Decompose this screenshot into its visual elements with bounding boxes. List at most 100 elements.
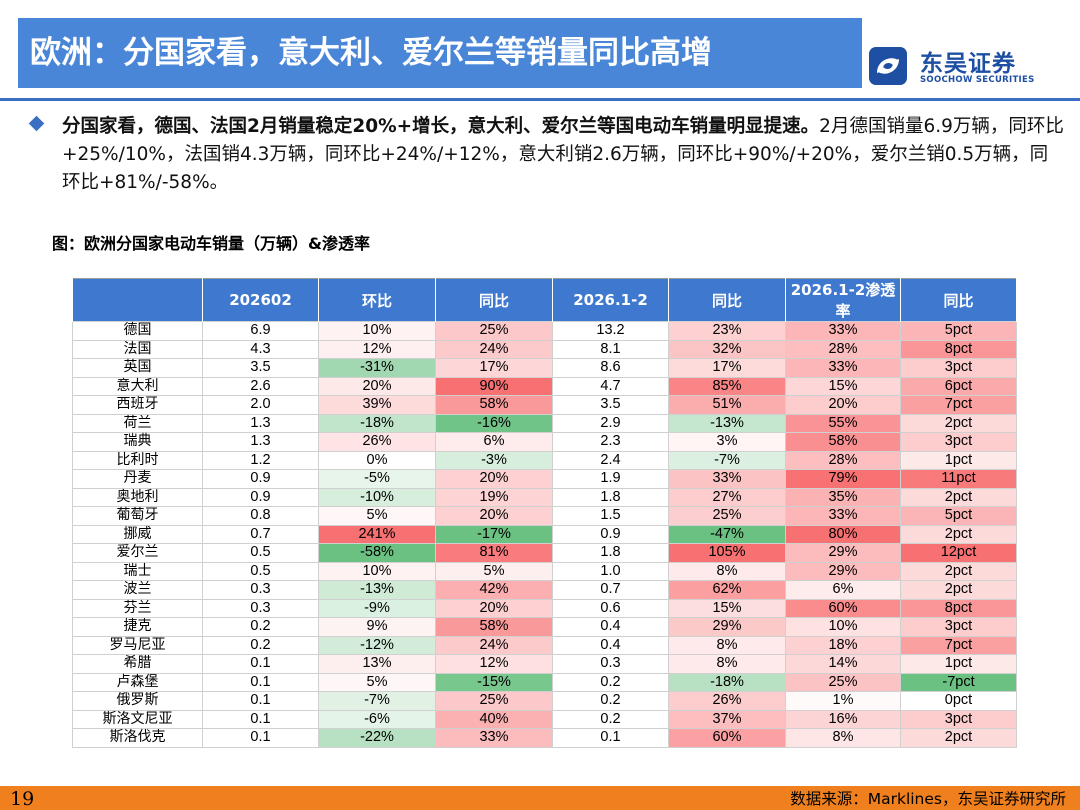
- cell-sales: 0.1: [202, 709, 319, 729]
- cell-ytd: 8.6: [552, 358, 669, 378]
- cell-country: 奥地利: [72, 487, 203, 507]
- cell-penetration: 25%: [785, 672, 901, 692]
- cell-ytd-yoy: 25%: [668, 506, 786, 526]
- cell-country: 捷克: [72, 617, 203, 637]
- cell-penetration: 55%: [785, 413, 901, 433]
- cell-penetration: 14%: [785, 654, 901, 674]
- cell-mom: -6%: [318, 709, 436, 729]
- cell-sales: 0.2: [202, 617, 319, 637]
- table-row: 卢森堡 0.1 5% -15% 0.2 -18% 25% -7pct: [72, 672, 1017, 692]
- table-row: 法国 4.3 12% 24% 8.1 32% 28% 8pct: [72, 339, 1017, 359]
- cell-penetration-yoy: 7pct: [900, 635, 1017, 655]
- cell-mom: 26%: [318, 432, 436, 452]
- cell-mom: 10%: [318, 321, 436, 341]
- cell-sales: 2.0: [202, 395, 319, 415]
- cell-mom: 241%: [318, 524, 436, 544]
- cell-yoy: 25%: [435, 691, 553, 711]
- cell-yoy: -16%: [435, 413, 553, 433]
- cell-penetration-yoy: 12pct: [900, 543, 1017, 563]
- cell-yoy: 90%: [435, 376, 553, 396]
- cell-ytd-yoy: 51%: [668, 395, 786, 415]
- table-row: 英国 3.5 -31% 17% 8.6 17% 33% 3pct: [72, 358, 1017, 378]
- cell-mom: 5%: [318, 672, 436, 692]
- header-penetration-yoy: 同比: [900, 278, 1017, 322]
- table-row: 瑞士 0.5 10% 5% 1.0 8% 29% 2pct: [72, 561, 1017, 581]
- table-row: 波兰 0.3 -13% 42% 0.7 62% 6% 2pct: [72, 580, 1017, 600]
- table-row: 挪威 0.7 241% -17% 0.9 -47% 80% 2pct: [72, 524, 1017, 544]
- cell-sales: 6.9: [202, 321, 319, 341]
- cell-penetration: 33%: [785, 506, 901, 526]
- cell-yoy: 24%: [435, 635, 553, 655]
- table-row: 德国 6.9 10% 25% 13.2 23% 33% 5pct: [72, 321, 1017, 341]
- cell-penetration: 6%: [785, 580, 901, 600]
- cell-penetration: 60%: [785, 598, 901, 618]
- cell-sales: 0.3: [202, 598, 319, 618]
- cell-ytd-yoy: 60%: [668, 728, 786, 748]
- cell-penetration: 28%: [785, 339, 901, 359]
- cell-ytd: 0.4: [552, 617, 669, 637]
- cell-country: 丹麦: [72, 469, 203, 489]
- cell-sales: 0.1: [202, 654, 319, 674]
- header-202602: 202602: [202, 278, 319, 322]
- cell-ytd: 2.3: [552, 432, 669, 452]
- cell-penetration: 20%: [785, 395, 901, 415]
- cell-country: 英国: [72, 358, 203, 378]
- company-logo: 东吴证券 SOOCHOW SECURITIES: [868, 44, 1068, 90]
- cell-penetration-yoy: 1pct: [900, 450, 1017, 470]
- cell-sales: 0.5: [202, 561, 319, 581]
- cell-ytd-yoy: 3%: [668, 432, 786, 452]
- cell-country: 斯洛伐克: [72, 728, 203, 748]
- cell-ytd: 8.1: [552, 339, 669, 359]
- cell-mom: 12%: [318, 339, 436, 359]
- table-row: 罗马尼亚 0.2 -12% 24% 0.4 8% 18% 7pct: [72, 635, 1017, 655]
- cell-penetration-yoy: 6pct: [900, 376, 1017, 396]
- cell-yoy: 6%: [435, 432, 553, 452]
- cell-country: 爱尔兰: [72, 543, 203, 563]
- cell-penetration-yoy: -7pct: [900, 672, 1017, 692]
- cell-yoy: 20%: [435, 598, 553, 618]
- cell-penetration: 16%: [785, 709, 901, 729]
- cell-yoy: 24%: [435, 339, 553, 359]
- cell-country: 瑞士: [72, 561, 203, 581]
- header-ytd-yoy: 同比: [668, 278, 786, 322]
- cell-penetration: 35%: [785, 487, 901, 507]
- cell-penetration-yoy: 3pct: [900, 709, 1017, 729]
- cell-mom: -9%: [318, 598, 436, 618]
- table-row: 比利时 1.2 0% -3% 2.4 -7% 28% 1pct: [72, 450, 1017, 470]
- table-row: 斯洛文尼亚 0.1 -6% 40% 0.2 37% 16% 3pct: [72, 709, 1017, 729]
- cell-country: 法国: [72, 339, 203, 359]
- cell-sales: 0.3: [202, 580, 319, 600]
- cell-ytd: 1.0: [552, 561, 669, 581]
- cell-sales: 0.9: [202, 469, 319, 489]
- cell-ytd-yoy: -7%: [668, 450, 786, 470]
- cell-yoy: 20%: [435, 506, 553, 526]
- cell-ytd: 2.9: [552, 413, 669, 433]
- cell-ytd: 0.2: [552, 672, 669, 692]
- cell-country: 比利时: [72, 450, 203, 470]
- cell-mom: -22%: [318, 728, 436, 748]
- cell-country: 芬兰: [72, 598, 203, 618]
- cell-ytd: 0.6: [552, 598, 669, 618]
- cell-ytd-yoy: 33%: [668, 469, 786, 489]
- cell-penetration: 79%: [785, 469, 901, 489]
- cell-penetration-yoy: 11pct: [900, 469, 1017, 489]
- cell-country: 希腊: [72, 654, 203, 674]
- cell-country: 意大利: [72, 376, 203, 396]
- cell-ytd-yoy: -13%: [668, 413, 786, 433]
- table-body: 德国 6.9 10% 25% 13.2 23% 33% 5pct 法国 4.3 12% 24% 8.1 3…: [72, 321, 1017, 748]
- cell-penetration: 18%: [785, 635, 901, 655]
- table-row: 斯洛伐克 0.1 -22% 33% 0.1 60% 8% 2pct: [72, 728, 1017, 748]
- summary-bold: 分国家看，德国、法国2月销量稳定20%+增长，意大利、爱尔兰等国电动车销量明显提…: [62, 116, 820, 137]
- cell-penetration-yoy: 3pct: [900, 432, 1017, 452]
- cell-mom: -58%: [318, 543, 436, 563]
- cell-ytd-yoy: 37%: [668, 709, 786, 729]
- cell-penetration: 15%: [785, 376, 901, 396]
- ev-sales-table: 202602 环比 同比 2026.1-2 同比 2026.1-2渗透率 同比 德国 6.9 1…: [72, 278, 1017, 748]
- cell-ytd-yoy: 8%: [668, 561, 786, 581]
- cell-mom: 39%: [318, 395, 436, 415]
- cell-yoy: -17%: [435, 524, 553, 544]
- cell-sales: 0.5: [202, 543, 319, 563]
- table-row: 奥地利 0.9 -10% 19% 1.8 27% 35% 2pct: [72, 487, 1017, 507]
- cell-ytd: 0.4: [552, 635, 669, 655]
- summary-normal: 2月德国销量6.9万辆，同环比+25%/10%，法国销4.3万辆，同环比+24%…: [62, 116, 1064, 193]
